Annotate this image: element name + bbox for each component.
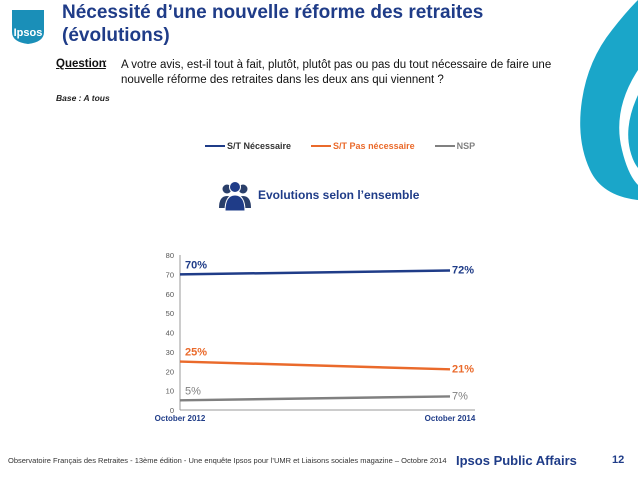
y-tick-label: 40 [166, 329, 174, 338]
question-colon: : [104, 58, 108, 70]
data-label: 21% [452, 363, 474, 375]
y-tick-label: 50 [166, 309, 174, 318]
series-line-1 [179, 360, 451, 371]
logo-text: Ipsos [14, 27, 43, 39]
chart-subtitle: Evolutions selon l’ensemble [258, 188, 420, 202]
brand-name: Ipsos Public Affairs [456, 453, 577, 468]
page-number: 12 [612, 454, 625, 466]
legend-item-nsp: NSP [434, 141, 476, 151]
x-tick-label: October 2012 [155, 414, 206, 423]
series-line-2 [179, 395, 451, 402]
legend-swatch [311, 144, 332, 148]
y-tick-label: 30 [166, 348, 174, 357]
legend-item-pas-necessaire: S/T Pas nécessaire [311, 141, 415, 151]
page-title: Nécessité d’une nouvelle réforme des ret… [62, 1, 532, 47]
y-tick-label: 80 [166, 251, 174, 260]
question-label: Question [56, 58, 106, 70]
people-icon [219, 181, 251, 212]
series-line-0 [179, 269, 451, 276]
y-tick-label: 70 [166, 270, 174, 279]
y-tick-label: 60 [166, 290, 174, 299]
data-label: 70% [185, 259, 207, 271]
legend-swatch [205, 144, 225, 148]
legend-label: S/T Nécessaire [227, 141, 292, 151]
data-label: 72% [452, 265, 474, 277]
data-label: 5% [185, 385, 201, 397]
line-chart: 0 10 20 30 40 50 60 70 80 October 2012 October 201… [155, 251, 476, 423]
legend-label: NSP [456, 141, 476, 151]
ipsos-logo: Ipsos [12, 10, 44, 44]
y-tick-label: 10 [166, 387, 174, 396]
legend-label: S/T Pas nécessaire [333, 141, 415, 151]
decorative-shape [580, 0, 638, 200]
legend-item-necessaire: S/T Nécessaire [205, 141, 291, 151]
base-note: Base : A tous [56, 93, 110, 103]
legend-swatch [434, 144, 455, 148]
question-text: A votre avis, est-il tout à fait, plutôt… [121, 59, 552, 86]
y-tick-label: 0 [170, 406, 174, 415]
data-label: 25% [185, 347, 207, 359]
title-line-1: Nécessité d’une nouvelle réforme des ret… [62, 2, 484, 23]
y-tick-label: 20 [166, 367, 174, 376]
data-label: 7% [452, 390, 468, 402]
title-line-2: (évolutions) [62, 25, 170, 46]
footer-source: Observatoire Français des Retraites - 13… [8, 456, 447, 465]
chart-legend: S/T Nécessaire S/T Pas nécessaire NSP [205, 141, 475, 151]
x-tick-label: October 2014 [425, 414, 476, 423]
